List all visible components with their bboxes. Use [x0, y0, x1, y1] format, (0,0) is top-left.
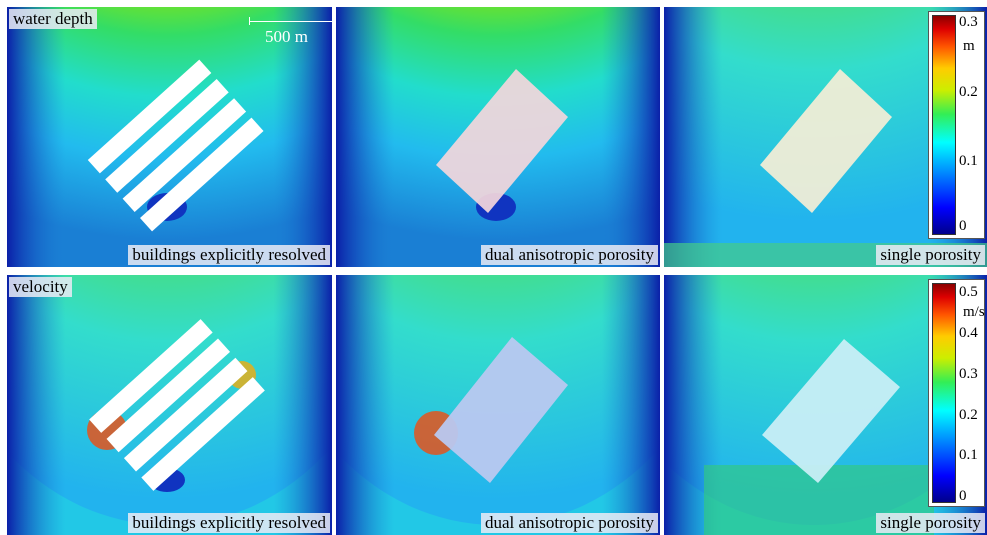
colorbar-tick: 0.3	[959, 366, 978, 382]
colorbar-tick: 0.1	[959, 447, 978, 463]
panel-velocity-explicit: velocity buildings explicitly resolved	[7, 275, 332, 535]
colorbar-unit: m	[963, 38, 975, 54]
scale-bar-label: 500 m	[265, 27, 308, 46]
panel-velocity-dual: dual anisotropic porosity	[336, 275, 660, 535]
panel-velocity-single: 0.5 m/s 0.4 0.3 0.2 0.1 0 single porosit…	[664, 275, 987, 535]
colorbar-tick: 0.3	[959, 14, 978, 30]
panel-depth-dual: dual anisotropic porosity	[336, 7, 660, 267]
scale-bar: 500 m	[249, 15, 332, 47]
field-label: velocity	[9, 277, 72, 297]
method-label: dual anisotropic porosity	[480, 513, 658, 533]
method-label: buildings explicitly resolved	[128, 513, 330, 533]
colorbar-tick: 0	[959, 488, 967, 504]
colorbar-tick: 0	[959, 218, 967, 234]
colorbar-tick: 0.4	[959, 325, 978, 341]
method-label: buildings explicitly resolved	[128, 245, 330, 265]
method-label: single porosity	[876, 513, 985, 533]
depth-colorbar: 0.3 m 0.2 0.1 0	[928, 11, 985, 239]
colorbar-tick: 0.1	[959, 153, 978, 169]
velocity-field-dual	[336, 275, 660, 535]
method-label: dual anisotropic porosity	[480, 245, 658, 265]
velocity-colorbar: 0.5 m/s 0.4 0.3 0.2 0.1 0	[928, 279, 985, 507]
colorbar-unit: m/s	[963, 304, 985, 320]
colorbar-tick: 0.2	[959, 84, 978, 100]
colorbar-tick: 0.2	[959, 407, 978, 423]
panel-depth-single: 0.3 m 0.2 0.1 0 single porosity	[664, 7, 987, 267]
method-label: single porosity	[876, 245, 985, 265]
velocity-field-explicit	[7, 275, 332, 535]
panel-depth-explicit: water depth 500 m buildings explicitly r…	[7, 7, 332, 267]
field-label: water depth	[9, 9, 97, 29]
colorbar-tick: 0.5	[959, 284, 978, 300]
depth-field-explicit	[7, 7, 332, 267]
depth-field-dual	[336, 7, 660, 267]
